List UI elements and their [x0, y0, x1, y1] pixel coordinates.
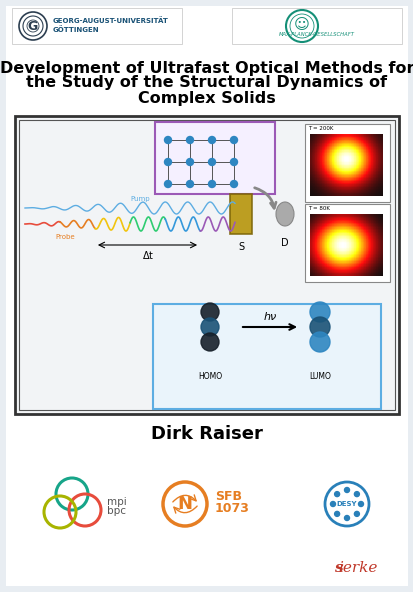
Circle shape	[201, 318, 218, 336]
Circle shape	[344, 516, 349, 520]
Circle shape	[230, 137, 237, 143]
Circle shape	[201, 303, 218, 321]
FancyBboxPatch shape	[6, 6, 407, 586]
Text: bpc: bpc	[107, 506, 126, 516]
Text: T = 80K: T = 80K	[307, 206, 329, 211]
FancyBboxPatch shape	[304, 204, 389, 282]
Circle shape	[201, 333, 218, 351]
Circle shape	[186, 159, 193, 166]
Text: T = 200K: T = 200K	[307, 126, 332, 131]
Circle shape	[186, 137, 193, 143]
FancyBboxPatch shape	[15, 116, 398, 414]
Circle shape	[230, 159, 237, 166]
Text: D: D	[280, 238, 288, 248]
Text: the Study of the Structural Dynamics of: the Study of the Structural Dynamics of	[26, 76, 387, 91]
FancyBboxPatch shape	[153, 304, 380, 409]
Circle shape	[186, 181, 193, 188]
Circle shape	[344, 487, 349, 493]
Text: Dirk Raiser: Dirk Raiser	[151, 425, 262, 443]
Circle shape	[309, 317, 329, 337]
Text: G: G	[28, 20, 38, 33]
Circle shape	[164, 137, 171, 143]
FancyBboxPatch shape	[304, 124, 389, 202]
Circle shape	[354, 491, 358, 497]
Text: Development of Ultrafast Optical Methods for: Development of Ultrafast Optical Methods…	[0, 60, 413, 76]
Circle shape	[330, 501, 335, 507]
Text: hν: hν	[263, 312, 276, 322]
Text: GÖTTINGEN: GÖTTINGEN	[53, 27, 100, 34]
FancyBboxPatch shape	[154, 122, 274, 194]
Text: $\Delta$t: $\Delta$t	[142, 249, 154, 261]
Text: mpi: mpi	[107, 497, 126, 507]
Text: SFB: SFB	[214, 490, 242, 503]
Circle shape	[309, 302, 329, 322]
Text: ☺: ☺	[293, 17, 309, 31]
Text: N: N	[177, 495, 192, 513]
Circle shape	[334, 491, 339, 497]
Circle shape	[208, 159, 215, 166]
FancyBboxPatch shape	[230, 194, 252, 234]
Text: Probe: Probe	[55, 234, 74, 240]
FancyBboxPatch shape	[19, 120, 394, 410]
Text: S: S	[237, 242, 244, 252]
Text: 1073: 1073	[214, 503, 249, 516]
Circle shape	[354, 511, 358, 516]
Text: ierke: ierke	[337, 561, 377, 575]
Circle shape	[309, 332, 329, 352]
Text: MAX-PLANCK-GESELLSCHAFT: MAX-PLANCK-GESELLSCHAFT	[278, 33, 354, 37]
Circle shape	[208, 137, 215, 143]
Text: GEORG-AUGUST-UNIVERSITÄT: GEORG-AUGUST-UNIVERSITÄT	[53, 18, 169, 24]
Text: s: s	[333, 561, 342, 575]
Circle shape	[208, 181, 215, 188]
FancyBboxPatch shape	[231, 8, 401, 44]
Text: LUMO: LUMO	[309, 372, 330, 381]
Text: Pump: Pump	[130, 196, 150, 202]
Circle shape	[164, 181, 171, 188]
Ellipse shape	[275, 202, 293, 226]
Text: Complex Solids: Complex Solids	[138, 91, 275, 105]
Circle shape	[164, 159, 171, 166]
FancyBboxPatch shape	[12, 8, 182, 44]
Circle shape	[358, 501, 363, 507]
Text: HOMO: HOMO	[197, 372, 221, 381]
Circle shape	[230, 181, 237, 188]
Text: DESY: DESY	[336, 501, 356, 507]
Circle shape	[334, 511, 339, 516]
